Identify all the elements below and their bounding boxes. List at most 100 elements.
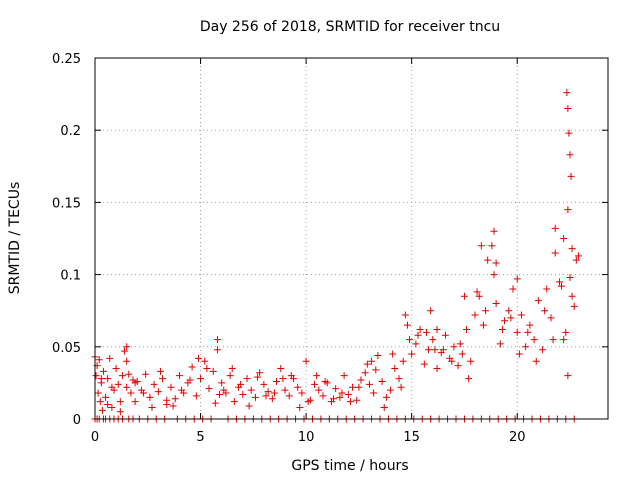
data-point: [490, 227, 498, 235]
data-point: [441, 331, 449, 339]
data-point: [374, 351, 382, 359]
data-point: [570, 302, 578, 310]
data-point: [412, 340, 420, 348]
y-tick-label: 0.1: [60, 269, 81, 284]
data-point: [159, 375, 167, 383]
data-point: [218, 379, 226, 387]
data-point: [123, 343, 131, 351]
data-point: [372, 366, 380, 374]
data-point: [526, 321, 534, 329]
data-point: [220, 386, 228, 394]
data-point: [420, 360, 428, 368]
data-point: [163, 396, 171, 404]
data-point: [560, 336, 568, 344]
data-point: [517, 311, 525, 319]
data-point: [205, 385, 213, 393]
data-point: [213, 336, 221, 344]
data-point: [131, 379, 139, 387]
data-point: [563, 89, 571, 97]
data-point: [315, 386, 323, 394]
data-point: [97, 375, 105, 383]
data-point: [211, 399, 219, 407]
data-point: [551, 224, 559, 232]
data-point: [433, 325, 441, 333]
data-point: [450, 343, 458, 351]
data-point: [433, 364, 441, 372]
x-tick-label: 20: [509, 430, 526, 445]
data-point: [188, 363, 196, 371]
data-point: [245, 402, 253, 410]
data-point: [226, 372, 234, 380]
data-point: [460, 292, 468, 300]
data-point: [414, 331, 422, 339]
data-point: [340, 372, 348, 380]
data-point: [336, 393, 344, 401]
chart-title: Day 256 of 2018, SRMTID for receiver tnc…: [200, 19, 500, 35]
data-point: [243, 375, 251, 383]
data-point: [332, 385, 340, 393]
data-point: [338, 389, 346, 397]
data-point: [515, 350, 523, 358]
data-point: [558, 282, 566, 290]
data-point: [431, 346, 439, 354]
data-point: [175, 372, 183, 380]
data-point: [92, 372, 100, 380]
data-point: [555, 278, 563, 286]
data-point: [401, 311, 409, 319]
data-point: [98, 406, 106, 414]
y-tick-label: 0.05: [52, 341, 81, 356]
data-point: [429, 336, 437, 344]
data-point: [425, 346, 433, 354]
data-point: [380, 403, 388, 411]
data-point: [357, 376, 365, 384]
data-point: [203, 364, 211, 372]
data-point: [281, 386, 289, 394]
data-point: [365, 380, 373, 388]
x-tick-label: 5: [196, 430, 204, 445]
data-point: [108, 403, 116, 411]
data-point: [505, 307, 513, 315]
data-point: [319, 392, 327, 400]
data-point: [547, 314, 555, 322]
data-point: [304, 398, 312, 406]
data-point: [140, 389, 148, 397]
y-axis-label: SRMTID / TECUs: [7, 182, 23, 295]
data-point: [509, 285, 517, 293]
data-point: [551, 249, 559, 257]
data-point: [106, 354, 114, 362]
data-point: [167, 383, 175, 391]
data-point: [565, 129, 573, 137]
data-point: [201, 357, 209, 365]
data-point: [382, 393, 390, 401]
data-point: [568, 245, 576, 253]
data-point: [213, 346, 221, 354]
data-point: [399, 357, 407, 365]
data-point: [482, 307, 490, 315]
data-point: [251, 393, 259, 401]
data-point: [104, 375, 112, 383]
data-point: [522, 343, 530, 351]
data-point: [475, 292, 483, 300]
data-point: [549, 336, 557, 344]
data-point: [539, 346, 547, 354]
data-point: [378, 377, 386, 385]
data-point: [477, 242, 485, 250]
data-point: [572, 256, 580, 264]
data-point: [287, 372, 295, 380]
data-point: [524, 328, 532, 336]
data-point: [121, 347, 129, 355]
data-point: [108, 383, 116, 391]
data-point: [96, 398, 104, 406]
data-point: [498, 325, 506, 333]
data-point: [99, 367, 107, 375]
data-point: [395, 375, 403, 383]
data-point: [178, 386, 186, 394]
data-point: [125, 370, 133, 378]
data-point: [131, 398, 139, 406]
data-point: [403, 321, 411, 329]
data-points-layer: [91, 89, 582, 423]
data-point: [209, 367, 217, 375]
data-point: [454, 362, 462, 370]
